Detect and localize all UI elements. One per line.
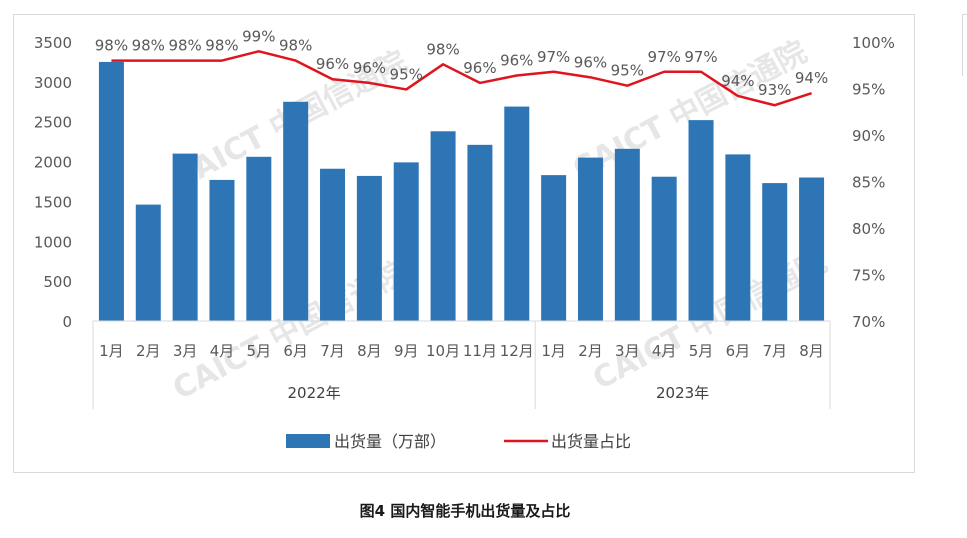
x-tick-label: 8月 bbox=[799, 342, 824, 360]
x-tick-label: 12月 bbox=[500, 342, 534, 360]
line-data-label: 98% bbox=[279, 37, 312, 55]
x-tick-label: 5月 bbox=[689, 342, 714, 360]
legend-line-label: 出货量占比 bbox=[551, 432, 631, 451]
line-data-label: 94% bbox=[721, 72, 754, 90]
y-left-tick: 2000 bbox=[34, 154, 72, 172]
line-data-label: 98% bbox=[95, 37, 128, 55]
y-right-tick: 70% bbox=[852, 313, 885, 331]
x-tick-label: 7月 bbox=[762, 342, 787, 360]
line-data-label: 98% bbox=[205, 37, 238, 55]
figure-caption: 图4 国内智能手机出货量及占比 bbox=[359, 502, 571, 520]
bar bbox=[725, 154, 751, 321]
line-data-label: 96% bbox=[500, 51, 533, 69]
x-tick-label: 3月 bbox=[173, 342, 198, 360]
bar bbox=[430, 131, 456, 321]
bar bbox=[614, 148, 640, 321]
year-group-label: 2023年 bbox=[656, 384, 709, 402]
bar bbox=[209, 179, 235, 321]
legend: 出货量（万部） 出货量占比 bbox=[286, 432, 631, 451]
legend-bar-swatch bbox=[286, 434, 330, 448]
y-right-tick: 100% bbox=[852, 34, 895, 52]
bar bbox=[98, 61, 124, 322]
bar bbox=[135, 204, 161, 321]
y-right-tick: 85% bbox=[852, 174, 885, 192]
y-right-axis: 70% 75% 80% 85% 90% 95% 100% bbox=[852, 34, 895, 331]
line-data-label: 98% bbox=[132, 37, 165, 55]
y-left-tick: 500 bbox=[43, 273, 72, 291]
x-tick-label: 5月 bbox=[247, 342, 272, 360]
line-data-label: 97% bbox=[648, 48, 681, 66]
x-axis: 1月 2月 3月 4月 5月 6月 7月 8月 9月 10月 11月 12月 1月 2月 3月 4月 5月 6月 7… bbox=[92, 320, 831, 409]
bar bbox=[283, 101, 309, 322]
line-data-label: 94% bbox=[795, 69, 828, 87]
bar bbox=[541, 175, 567, 321]
x-tick-label: 6月 bbox=[283, 342, 308, 360]
bar bbox=[172, 153, 198, 321]
line-data-label: 96% bbox=[463, 59, 496, 77]
x-tick-label: 9月 bbox=[394, 342, 419, 360]
bar bbox=[467, 144, 493, 321]
y-right-tick: 90% bbox=[852, 127, 885, 145]
line-data-label: 99% bbox=[242, 27, 275, 45]
x-tick-label: 6月 bbox=[726, 342, 751, 360]
x-tick-label: 2月 bbox=[578, 342, 603, 360]
x-tick-label: 11月 bbox=[463, 342, 497, 360]
x-tick-label: 7月 bbox=[320, 342, 345, 360]
bar bbox=[320, 168, 346, 321]
year-group-label: 2022年 bbox=[288, 384, 341, 402]
line-data-label: 95% bbox=[390, 65, 423, 83]
share-line bbox=[111, 50, 812, 107]
x-tick-label: 8月 bbox=[357, 342, 382, 360]
x-tick-label: 1月 bbox=[99, 342, 124, 360]
line-series bbox=[111, 50, 812, 107]
y-right-tick: 95% bbox=[852, 81, 885, 99]
y-left-tick: 2500 bbox=[34, 114, 72, 132]
bar-series bbox=[98, 61, 825, 322]
bar bbox=[356, 175, 382, 321]
y-left-tick: 1500 bbox=[34, 193, 72, 211]
edge-mark bbox=[962, 14, 967, 76]
y-right-tick: 75% bbox=[852, 267, 885, 285]
line-data-label: 98% bbox=[426, 40, 459, 58]
line-data-labels: 98% 98% 98% 98%99%98%96% 96% 95%98%96% 96% 97% 9… bbox=[95, 27, 828, 99]
y-left-tick: 3500 bbox=[34, 34, 72, 52]
bar bbox=[393, 162, 419, 321]
x-tick-label: 1月 bbox=[541, 342, 566, 360]
y-left-axis: 0 500 1000 1500 2000 2500 3000 3500 bbox=[34, 34, 72, 331]
bar bbox=[762, 183, 788, 321]
legend-bar-label: 出货量（万部） bbox=[334, 432, 446, 451]
bar bbox=[577, 157, 603, 321]
line-data-label: 96% bbox=[316, 55, 349, 73]
line-data-label: 97% bbox=[537, 48, 570, 66]
line-data-label: 96% bbox=[353, 59, 386, 77]
bar bbox=[246, 156, 272, 321]
line-data-label: 93% bbox=[758, 81, 791, 99]
bar bbox=[651, 176, 677, 321]
y-left-tick: 0 bbox=[62, 313, 72, 331]
x-tick-label: 10月 bbox=[426, 342, 460, 360]
line-data-label: 95% bbox=[611, 62, 644, 80]
y-left-tick: 1000 bbox=[34, 233, 72, 251]
bar bbox=[688, 120, 714, 322]
line-data-label: 97% bbox=[684, 48, 717, 66]
bar bbox=[799, 177, 825, 321]
line-data-label: 96% bbox=[574, 53, 607, 71]
x-tick-label: 4月 bbox=[210, 342, 235, 360]
chart-frame bbox=[13, 14, 915, 473]
bar bbox=[504, 106, 530, 321]
y-right-tick: 80% bbox=[852, 220, 885, 238]
y-left-tick: 3000 bbox=[34, 74, 72, 92]
x-tick-label: 2月 bbox=[136, 342, 161, 360]
line-data-label: 98% bbox=[168, 37, 201, 55]
x-tick-label: 4月 bbox=[652, 342, 677, 360]
x-tick-label: 3月 bbox=[615, 342, 640, 360]
